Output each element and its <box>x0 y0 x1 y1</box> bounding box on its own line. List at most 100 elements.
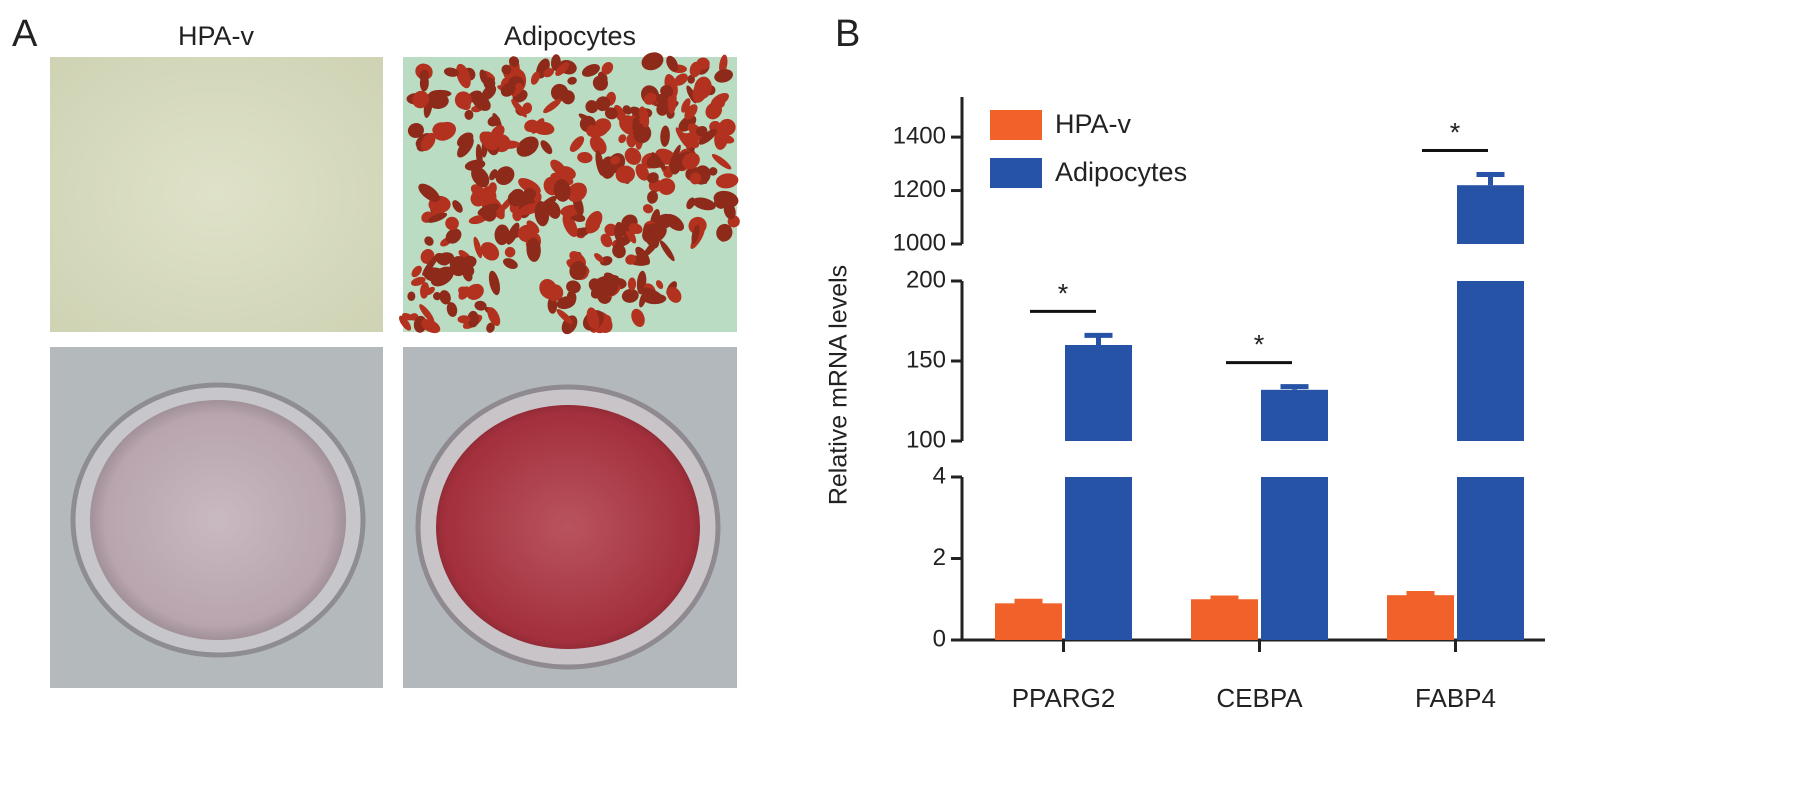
panel-a: A HPA-v Adipocytes <box>12 13 740 688</box>
stain-cell <box>475 143 483 167</box>
error-bar <box>1210 595 1239 601</box>
stain-cell <box>489 169 498 181</box>
stain-cell <box>553 179 571 202</box>
stain-cell <box>691 224 700 244</box>
stain-cell <box>631 308 645 327</box>
stain-cell <box>526 237 541 262</box>
stain-cell <box>692 79 709 103</box>
stain <box>399 52 740 335</box>
stain-cell <box>421 319 441 334</box>
stain-cell <box>714 69 733 83</box>
stain-cell <box>618 134 627 144</box>
stain-cell <box>642 238 661 258</box>
y-tick-label: 1400 <box>893 122 946 149</box>
stain-cell <box>471 166 490 188</box>
bar <box>1065 345 1132 441</box>
stain-cell <box>411 265 422 278</box>
stain-cell <box>458 286 471 297</box>
stain-cell <box>581 64 600 77</box>
legend-swatch <box>990 158 1042 188</box>
stain-cell <box>445 216 459 231</box>
panel-label: B <box>835 13 860 55</box>
stain-cell <box>585 222 600 234</box>
stain-cell <box>660 125 670 147</box>
stain-cell <box>625 227 637 244</box>
stain-cell <box>474 300 487 311</box>
bar <box>995 603 1062 640</box>
stain-cell <box>495 166 515 185</box>
stain-cell <box>622 105 632 115</box>
stain-cell <box>407 123 424 138</box>
stain-cell <box>646 172 659 184</box>
bar <box>1457 281 1524 441</box>
stain-cell <box>479 131 499 151</box>
stain-cell <box>524 119 539 133</box>
stain-cell <box>600 233 613 248</box>
stain-cell <box>604 107 618 120</box>
error-bar <box>1280 384 1309 390</box>
stain-cell <box>718 118 736 136</box>
stain-cell <box>674 73 688 86</box>
stain-cell <box>650 53 660 68</box>
stain-cell <box>717 134 735 144</box>
stain-cell <box>562 213 578 237</box>
stain-cell <box>586 121 609 138</box>
stain-cell <box>530 71 540 85</box>
stain-cell <box>592 75 608 91</box>
stain-cell <box>504 246 516 258</box>
stain-cell <box>642 204 654 214</box>
stain-cell <box>628 223 643 234</box>
stain-cell <box>711 153 732 170</box>
stain-cell <box>723 202 736 220</box>
stain-cell <box>569 136 585 152</box>
stain-cell <box>625 254 637 265</box>
significance-label: * <box>1254 330 1265 360</box>
stain-cell <box>551 54 561 71</box>
stain-cell <box>657 178 676 195</box>
stain-cell <box>604 223 618 237</box>
error-bar <box>1406 591 1435 597</box>
stain-cell <box>626 134 636 148</box>
stain-cell <box>443 67 459 77</box>
stain-cell <box>511 99 527 118</box>
stain-cell <box>483 77 496 90</box>
y-tick-label: 200 <box>906 266 946 293</box>
stain-cell <box>452 200 463 213</box>
stain-cell <box>655 280 664 289</box>
stain-cell <box>456 63 471 89</box>
stain-cell <box>569 261 587 280</box>
stain-cell <box>433 291 442 301</box>
bar <box>1457 477 1524 640</box>
stain-cell <box>589 135 607 155</box>
stain-cell <box>566 182 587 202</box>
stain-cell <box>614 221 624 242</box>
bar <box>1191 599 1258 640</box>
stain-cell <box>682 152 700 170</box>
stain-cell <box>708 167 718 176</box>
stain-cell <box>517 224 536 243</box>
stain-cell <box>643 92 657 105</box>
stain-cell <box>464 109 474 120</box>
stain-cell <box>468 214 487 225</box>
stain-cell <box>633 123 652 144</box>
y-tick-label: 100 <box>906 426 946 453</box>
stain-cell <box>555 62 570 77</box>
stain-cell <box>556 309 573 325</box>
stain-cell <box>641 287 664 301</box>
stain-cell <box>695 126 708 137</box>
stain-cell <box>556 166 576 181</box>
stain-cell <box>446 302 458 317</box>
stain-cell <box>473 236 483 259</box>
stain-cell <box>586 307 600 330</box>
stain-cell <box>435 199 448 209</box>
stain-cell <box>713 190 739 208</box>
stain-cell <box>715 173 739 189</box>
stain-cell <box>428 94 449 109</box>
y-tick-label: 2 <box>933 544 946 571</box>
y-axis-label: Relative mRNA levels <box>825 265 853 505</box>
y-tick-label: 1200 <box>893 176 946 203</box>
stain-cell <box>594 253 604 263</box>
y-tick-label: 1000 <box>893 229 946 256</box>
stain-cell <box>683 132 699 147</box>
